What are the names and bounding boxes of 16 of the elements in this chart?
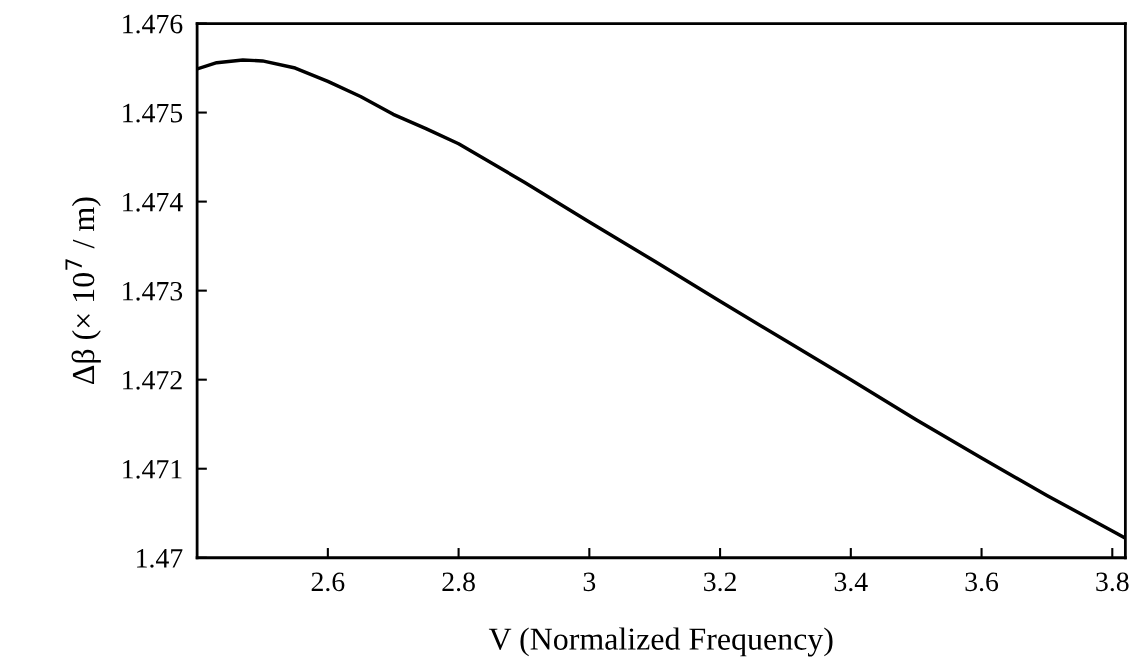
y-tick-label: 1.472 xyxy=(123,370,182,390)
x-tick-label: 3.6 xyxy=(965,572,999,592)
y-tick-label: 1.47 xyxy=(137,549,183,568)
y-tick-label: 1.476 xyxy=(123,14,183,34)
x-tick-label: 2.6 xyxy=(311,572,345,592)
x-tick-label: 2.8 xyxy=(442,572,475,592)
y-tick-label: 1.473 xyxy=(123,281,183,301)
x-tick-label: 3.4 xyxy=(834,572,868,592)
y-tick-label: 1.475 xyxy=(123,103,183,123)
y-axis-title: Δβ (× 10$^{7}$ / m) xyxy=(65,197,101,384)
x-tick-label: 3.8 xyxy=(1096,572,1129,592)
x-tick-label: 3.2 xyxy=(704,572,736,592)
y-tick-label: 1.474 xyxy=(123,192,183,212)
x-tick-label: 3 xyxy=(583,572,596,592)
x-axis-title: V (Normalized Frequency) xyxy=(488,627,833,657)
y-tick-label: 1.471 xyxy=(123,460,182,479)
